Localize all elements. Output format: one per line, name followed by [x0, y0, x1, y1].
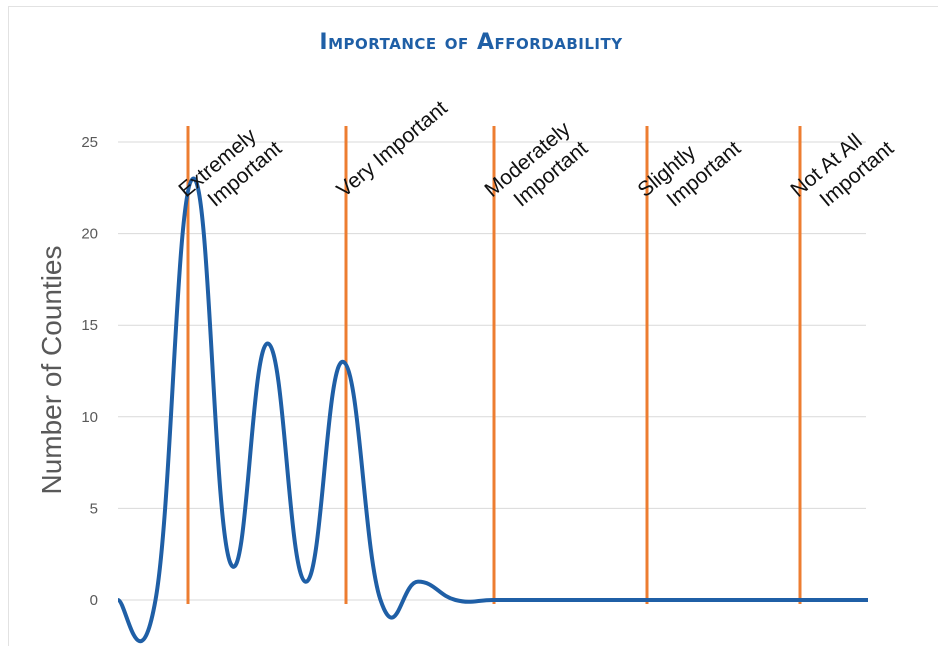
category-label: ExtremelyImportant — [174, 117, 286, 222]
category-label: SlightlyImportant — [633, 117, 745, 222]
y-tick-labels: 0 5 10 15 20 25 — [81, 134, 98, 609]
gridlines — [118, 141, 866, 601]
y-tick-label: 20 — [81, 226, 98, 243]
y-tick-label: 15 — [81, 317, 98, 334]
category-label: Very Important — [332, 96, 452, 202]
category-labels: ExtremelyImportant Very Important Moderate… — [174, 96, 898, 222]
chart-title: Importance of Affordability — [319, 30, 623, 55]
category-label: Not At AllImportant — [786, 117, 898, 222]
chart-frame — [8, 6, 938, 646]
series-lines — [116, 176, 868, 644]
category-label: ModeratelyImportant — [480, 117, 592, 222]
y-tick-label: 10 — [81, 409, 98, 426]
y-tick-label: 5 — [90, 500, 98, 517]
y-tick-label: 0 — [90, 592, 98, 609]
y-tick-label: 25 — [81, 134, 98, 151]
category-label-line: Very Important — [332, 96, 452, 202]
series-line — [116, 176, 868, 644]
